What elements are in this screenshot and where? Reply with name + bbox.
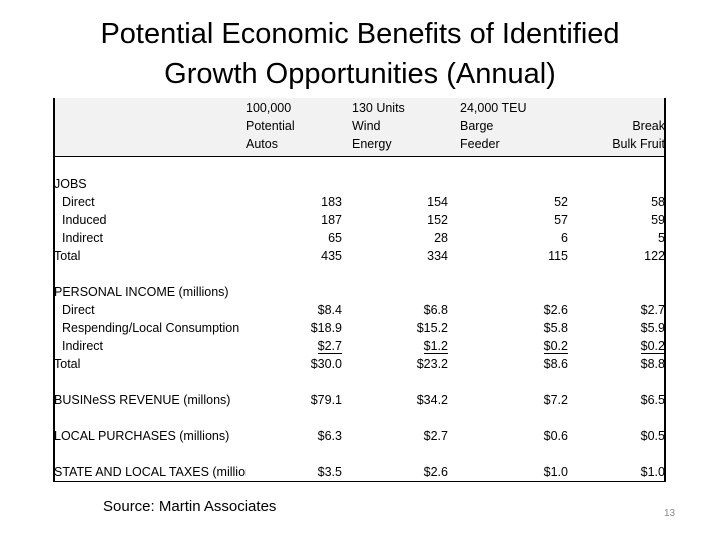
row-label: Respending/Local Consumption	[62, 321, 240, 335]
cell-value: 65	[328, 231, 342, 245]
header-autos: 100,000 Potential Autos	[246, 98, 342, 157]
header-break-bulk-fruit: Break Bulk Fruit	[568, 98, 665, 157]
header-autos-line-2: Potential	[246, 119, 295, 133]
cell-value: $0.2	[640, 339, 665, 354]
row-label: Induced	[62, 213, 107, 227]
cell-value: 122	[644, 249, 665, 263]
header-wind-line-1: 130 Units	[352, 101, 405, 115]
section-heading-personal-income: PERSONAL INCOME (millions)	[54, 283, 665, 301]
cell-value: 334	[427, 249, 448, 263]
header-wind-line-2: Wind	[352, 119, 381, 133]
table-row: Induced 187 152 57 59	[54, 211, 665, 229]
cell-value: $2.6	[342, 463, 448, 482]
cell-value: $2.7	[423, 429, 448, 443]
cell-value: $2.6	[543, 303, 568, 317]
table-right-border	[664, 98, 666, 482]
cell-value: $8.4	[317, 303, 342, 317]
cell-value: $34.2	[416, 393, 448, 407]
cell-value: $79.1	[310, 393, 342, 407]
table-row-business-revenue: BUSINeSS REVENUE (millons) $79.1 $34.2 $…	[54, 391, 665, 409]
slide-title-line-2: Growth Opportunities (Annual)	[164, 58, 556, 90]
header-fruit-line-3: Bulk Fruit	[612, 137, 665, 151]
cell-value: $8.8	[640, 357, 665, 371]
header-barge-feeder: 24,000 TEU Barge Feeder	[448, 98, 568, 157]
table-row-state-local-taxes: STATE AND LOCAL TAXES (millions) $3.5 $2…	[54, 463, 665, 482]
cell-value: $23.2	[416, 357, 448, 371]
cell-value: $1.0	[448, 463, 568, 482]
cell-value: $3.5	[246, 463, 342, 482]
table-row-total: Total $30.0 $23.2 $8.6 $8.8	[54, 355, 665, 373]
page-number: 13	[664, 508, 676, 519]
cell-value: 6	[561, 231, 568, 245]
cell-value: 58	[651, 195, 665, 209]
header-wind-energy: 130 Units Wind Energy	[342, 98, 448, 157]
cell-value: $5.8	[543, 321, 568, 335]
cell-value: $8.6	[543, 357, 568, 371]
cell-value: $15.2	[416, 321, 448, 335]
benefits-table: 100,000 Potential Autos 130 Units Wind E…	[54, 98, 665, 482]
section-label: JOBS	[54, 177, 87, 191]
cell-value: 5	[658, 231, 665, 245]
row-label: Indirect	[62, 231, 103, 245]
slide-title-line-1: Potential Economic Benefits of Identifie…	[100, 18, 620, 50]
cell-value: $30.0	[310, 357, 342, 371]
cell-value: 183	[321, 195, 342, 209]
cell-value: $1.2	[423, 339, 448, 354]
cell-value: 52	[554, 195, 568, 209]
slide-title: Potential Economic Benefits of Identifie…	[0, 14, 720, 94]
table-row: Indirect $2.7 $1.2 $0.2 $0.2	[54, 337, 665, 355]
row-label: STATE AND LOCAL TAXES (millions)	[54, 463, 246, 482]
cell-value: $2.7	[640, 303, 665, 317]
header-barge-line-2: Barge	[460, 119, 494, 133]
header-barge-line-1: 24,000 TEU	[460, 101, 527, 115]
cell-value: $7.2	[543, 393, 568, 407]
cell-value: $5.9	[640, 321, 665, 335]
table-row: Direct 183 154 52 58	[54, 193, 665, 211]
source-note: Source: Martin Associates	[103, 498, 277, 515]
cell-value: $0.5	[640, 429, 665, 443]
cell-value: 435	[321, 249, 342, 263]
cell-value: 154	[427, 195, 448, 209]
table-left-border	[53, 98, 55, 482]
cell-value: 57	[554, 213, 568, 227]
header-fruit-line-1	[568, 99, 665, 117]
header-blank	[54, 98, 246, 157]
row-label: Total	[54, 249, 81, 263]
table-header-row: 100,000 Potential Autos 130 Units Wind E…	[54, 98, 665, 157]
row-label: BUSINeSS REVENUE (millons)	[54, 393, 231, 407]
header-barge-line-3: Feeder	[460, 137, 500, 151]
header-autos-line-1: 100,000	[246, 101, 292, 115]
cell-value: $6.8	[423, 303, 448, 317]
cell-value: $6.3	[317, 429, 342, 443]
header-wind-line-3: Energy	[352, 137, 392, 151]
cell-value: 28	[434, 231, 448, 245]
table-row: Indirect 65 28 6 5	[54, 229, 665, 247]
row-label: LOCAL PURCHASES (millions)	[54, 429, 230, 443]
cell-value: 59	[651, 213, 665, 227]
row-label: Total	[54, 357, 81, 371]
cell-value: $0.2	[543, 339, 568, 354]
section-label: PERSONAL INCOME (millions)	[54, 285, 229, 299]
header-autos-line-3: Autos	[246, 137, 278, 151]
row-label: Direct	[62, 303, 95, 317]
header-fruit-line-2: Break	[632, 119, 665, 133]
row-label: Direct	[62, 195, 95, 209]
table-row-total: Total 435 334 115 122	[54, 247, 665, 265]
table-row-local-purchases: LOCAL PURCHASES (millions) $6.3 $2.7 $0.…	[54, 427, 665, 445]
cell-value: $2.7	[317, 339, 342, 354]
section-heading-jobs: JOBS	[54, 175, 665, 193]
row-label: Indirect	[62, 339, 103, 353]
cell-value: $0.6	[543, 429, 568, 443]
cell-value: 115	[548, 249, 568, 263]
cell-value: $18.9	[310, 321, 342, 335]
table-row: Direct $8.4 $6.8 $2.6 $2.7	[54, 301, 665, 319]
cell-value: 187	[321, 213, 342, 227]
cell-value: $6.5	[640, 393, 665, 407]
cell-value: 152	[427, 213, 448, 227]
cell-value: $1.0	[568, 463, 665, 482]
table-row: Respending/Local Consumption $18.9 $15.2…	[54, 319, 665, 337]
